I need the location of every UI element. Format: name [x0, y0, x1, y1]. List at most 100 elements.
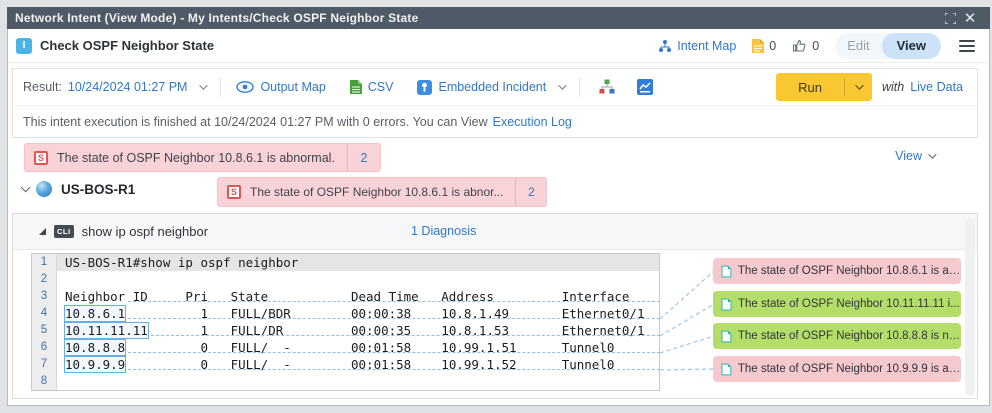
note-doc-icon — [721, 265, 732, 277]
cli-output-block[interactable]: 1 2 3 4 5 6 7 8 US-BOS-R1#show ip ospf n… — [31, 253, 660, 391]
map-tree-icon[interactable] — [599, 79, 615, 95]
scrollbar[interactable] — [965, 218, 975, 396]
anchor-dash-line — [128, 352, 660, 353]
highlighted-ip[interactable]: 10.8.8.8 — [63, 339, 127, 356]
intent-map-label: Intent Map — [677, 38, 737, 53]
anchor-dash-line — [128, 301, 660, 302]
code-line: US-BOS-R1#show ip ospf neighbor — [57, 254, 659, 271]
note-doc-icon — [721, 298, 732, 310]
divider — [220, 77, 222, 97]
eye-icon — [236, 81, 255, 93]
chevron-down-icon — [928, 150, 937, 159]
run-label: Run — [798, 79, 822, 95]
code-line: 10.11.11.11 1 FULL/DR 00:00:35 10.8.1.53… — [64, 322, 645, 339]
embedded-incident-icon — [417, 79, 433, 95]
anchor-dash-line — [128, 369, 660, 370]
menu-icon[interactable] — [957, 38, 977, 54]
execution-message: This intent execution is finished at 10/… — [23, 114, 488, 129]
anchor-dash-line — [128, 318, 660, 319]
note-connector-lines — [660, 270, 714, 371]
embedded-incident-label: Embedded Incident — [438, 80, 547, 94]
cli-badge-icon: CLI — [54, 225, 74, 238]
code-line — [57, 373, 659, 390]
like-button[interactable]: 0 — [792, 38, 819, 53]
diagnosis-note-abnormal[interactable]: The state of OSPF Neighbor 10.8.6.1 is a… — [713, 258, 961, 284]
diagnosis-link[interactable]: 1 Diagnosis — [411, 224, 477, 238]
code-line: 10.8.6.1 1 FULL/BDR 00:00:38 10.8.1.49 E… — [63, 305, 645, 322]
divider — [843, 78, 845, 96]
line-number: 1 — [40, 256, 48, 268]
csv-file-icon — [349, 80, 362, 94]
intent-title: Check OSPF Neighbor State — [40, 38, 215, 53]
dialog-titlebar: Network Intent (View Mode) - My Intents/… — [7, 7, 990, 29]
thumbs-up-icon — [793, 40, 806, 52]
device-name[interactable]: US-BOS-R1 — [61, 181, 136, 197]
execution-log-link[interactable]: Execution Log — [492, 114, 572, 129]
embedded-incident-dropdown[interactable]: Embedded Incident — [417, 79, 567, 95]
divider — [346, 144, 348, 171]
note-file-icon — [752, 38, 765, 53]
line-number: 5 — [40, 324, 48, 336]
device-icon — [36, 181, 52, 197]
intent-header: I Check OSPF Neighbor State Intent Map 0… — [8, 29, 989, 63]
line-number-gutter: 1 2 3 4 5 6 7 8 — [32, 254, 57, 390]
run-button[interactable]: Run — [776, 73, 872, 101]
highlighted-ip[interactable]: 10.11.11.11 — [64, 322, 149, 339]
view-dropdown[interactable]: View — [895, 149, 937, 163]
code-line — [57, 271, 659, 288]
output-map-button[interactable]: Output Map — [236, 80, 326, 94]
edit-tab[interactable]: Edit — [847, 38, 870, 53]
alert-summary-chip[interactable]: S The state of OSPF Neighbor 10.8.6.1 is… — [24, 143, 381, 172]
result-value: 10/24/2024 01:27 PM — [67, 80, 188, 94]
like-count: 0 — [812, 38, 820, 53]
chevron-down-icon — [558, 81, 567, 90]
result-label: Result: — [23, 80, 62, 94]
command-text[interactable]: show ip ospf neighbor — [81, 224, 209, 239]
command-result-card: CLI show ip ospf neighbor 1 Diagnosis 1 … — [12, 213, 978, 399]
diagnosis-note-normal[interactable]: The state of OSPF Neighbor 10.11.11.11 i… — [713, 291, 961, 317]
alert-summary-count[interactable]: 2 — [360, 150, 368, 165]
line-number: 2 — [40, 273, 48, 285]
maximize-icon[interactable] — [940, 9, 960, 27]
code-line: Neighbor ID Pri State Dead Time Address … — [65, 289, 630, 304]
divider — [579, 77, 581, 97]
csv-label: CSV — [367, 80, 394, 94]
run-dropdown-chevron[interactable] — [845, 81, 872, 90]
device-alert-count[interactable]: 2 — [528, 185, 535, 199]
edit-view-toggle: Edit View — [835, 32, 941, 59]
severity-icon: S — [227, 185, 241, 199]
chevron-down-icon — [199, 81, 209, 90]
note-count-button[interactable]: 0 — [752, 38, 777, 53]
highlighted-ip[interactable]: 10.8.6.1 — [63, 305, 127, 322]
diagnosis-note-abnormal[interactable]: The state of OSPF Neighbor 10.9.9.9 is a… — [713, 356, 961, 382]
view-dropdown-label: View — [895, 149, 922, 163]
command-header: CLI show ip ospf neighbor 1 Diagnosis — [13, 214, 977, 250]
expander-triangle-icon[interactable] — [39, 228, 46, 235]
toolbar-row: Result: 10/24/2024 01:27 PM Output Map C… — [13, 69, 977, 106]
note-count: 0 — [769, 38, 777, 53]
device-alert-chip[interactable]: S The state of OSPF Neighbor 10.8.6.1 is… — [217, 177, 548, 207]
cli-output-text: US-BOS-R1#show ip ospf neighbor Neighbor… — [57, 254, 659, 390]
result-dropdown[interactable]: Result: 10/24/2024 01:27 PM — [23, 80, 209, 94]
intent-map-button[interactable]: Intent Map — [658, 39, 736, 53]
severity-icon: S — [34, 150, 48, 165]
csv-button[interactable]: CSV — [349, 80, 394, 94]
diagnosis-note-normal[interactable]: The state of OSPF Neighbor 10.8.8.8 is n… — [713, 323, 961, 349]
code-line: 10.9.9.9 0 FULL/ - 00:01:58 10.99.1.52 T… — [63, 356, 615, 373]
alert-summary-text: The state of OSPF Neighbor 10.8.6.1 is a… — [57, 150, 335, 165]
live-data-link[interactable]: Live Data — [910, 80, 963, 94]
note-doc-icon — [721, 330, 732, 342]
line-number: 8 — [40, 375, 48, 387]
view-tab[interactable]: View — [881, 32, 941, 59]
line-number: 6 — [40, 341, 48, 353]
toolbar-card: Result: 10/24/2024 01:27 PM Output Map C… — [12, 68, 978, 138]
with-label: with — [881, 80, 905, 94]
sitemap-icon — [659, 39, 672, 52]
collapse-chevron-icon[interactable] — [20, 181, 31, 192]
chart-view-icon[interactable] — [637, 79, 654, 95]
anchor-dash-line — [151, 335, 660, 336]
divider — [515, 178, 517, 206]
close-icon[interactable]: ✕ — [963, 9, 977, 27]
highlighted-ip[interactable]: 10.9.9.9 — [63, 356, 127, 373]
alert-summary-row: S The state of OSPF Neighbor 10.8.6.1 is… — [12, 143, 978, 173]
